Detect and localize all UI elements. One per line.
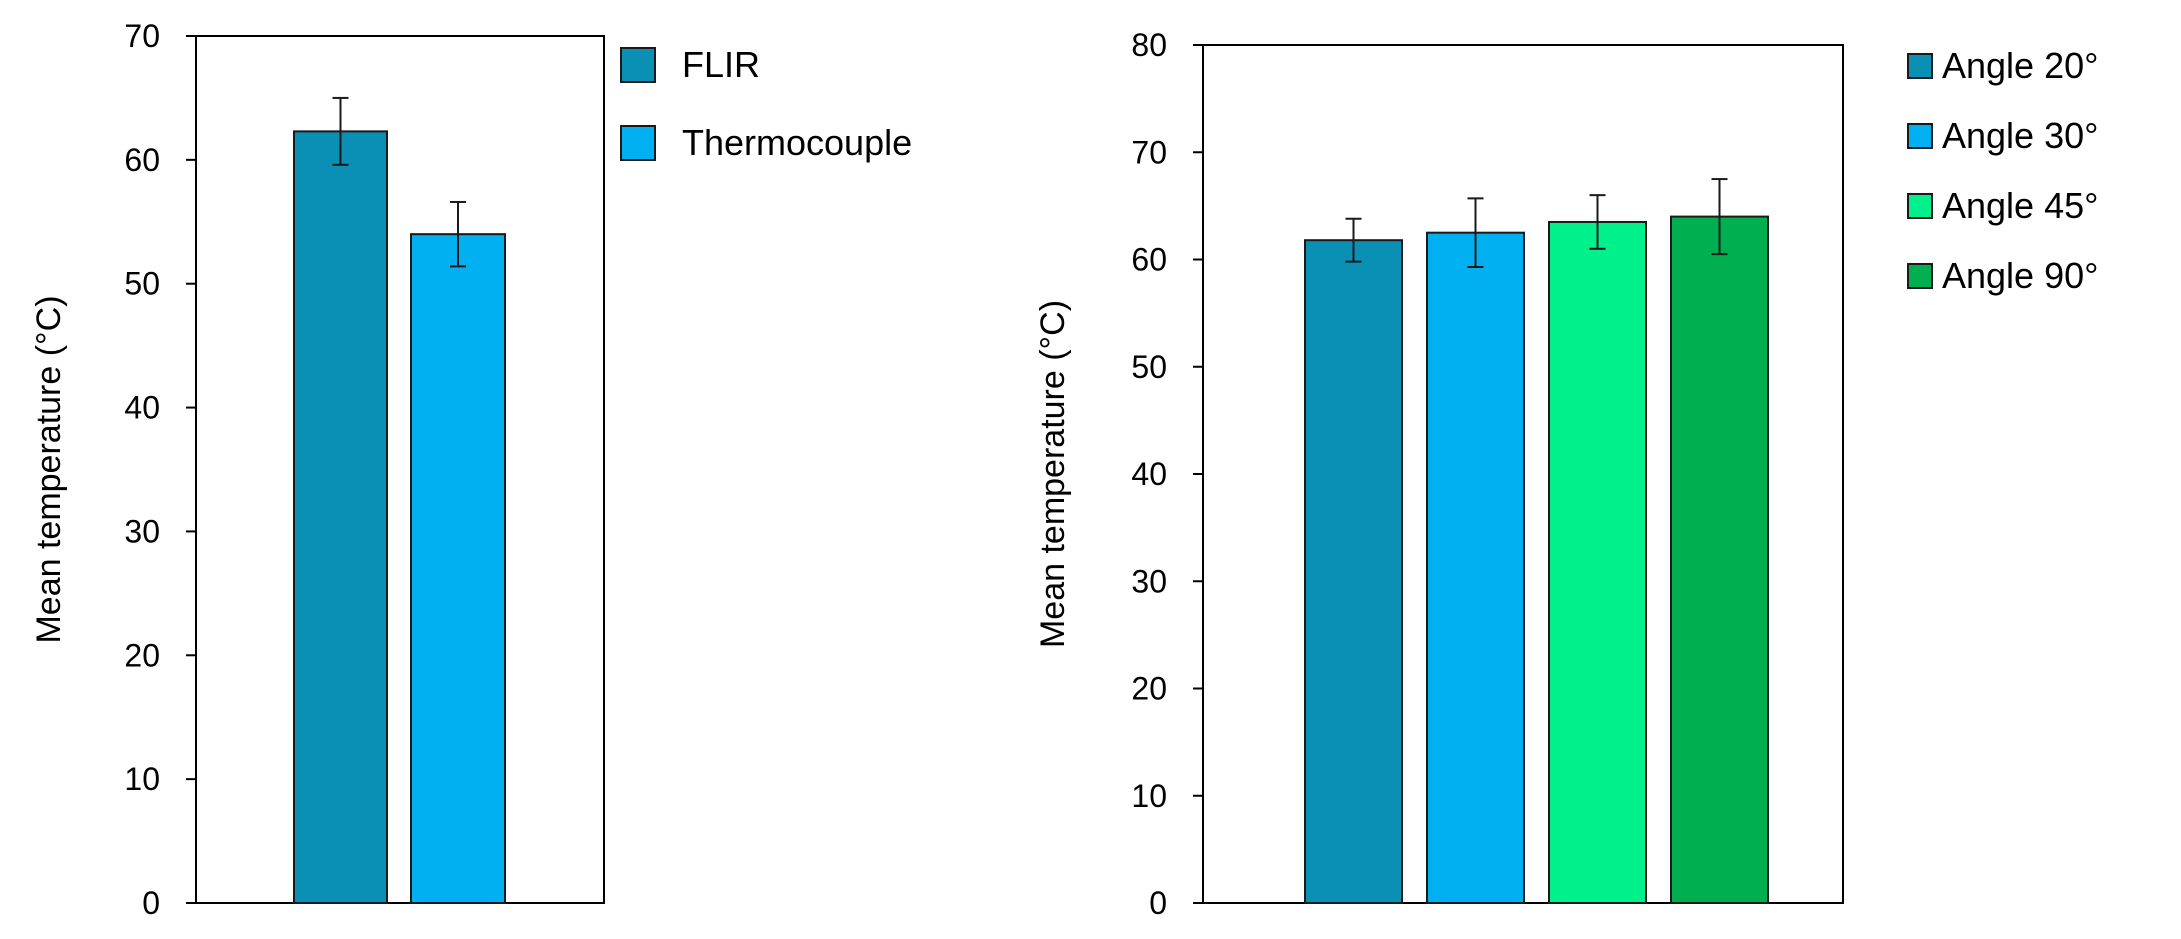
legend-swatch: [1907, 53, 1933, 79]
left-chart: 0 10 20 30 40 50 60 70 Mean temperature (°C) FLIR…: [30, 18, 912, 921]
y-tick-label: 10: [124, 761, 160, 797]
bar-angle-30: [1426, 231, 1525, 904]
legend-swatch: [620, 125, 656, 161]
y-tick-label: 0: [142, 885, 160, 921]
right-chart: 0 10 20 30 40 50 60 70 80 Mean temperature (°C) An…: [1034, 27, 2099, 921]
y-tick-label: 30: [1131, 563, 1167, 599]
y-tick-label: 0: [1149, 885, 1167, 921]
y-tick-label: 50: [1131, 349, 1167, 385]
y-tick-label: 40: [1131, 456, 1167, 492]
y-axis-label: Mean temperature (°C): [30, 295, 68, 643]
plot-area-frame: [195, 35, 605, 904]
y-tick-label: 30: [124, 513, 160, 549]
y-tick-label: 10: [1131, 778, 1167, 814]
legend-swatch: [620, 47, 656, 83]
legend-label: Angle 90°: [1942, 255, 2099, 296]
bar-angle-90: [1670, 215, 1769, 905]
y-tick-label: 70: [124, 18, 160, 54]
legend-swatch: [1907, 193, 1933, 219]
legend: FLIR Thermocouple: [620, 44, 912, 163]
bar-flir: [293, 130, 388, 904]
y-tick-label: 70: [1131, 134, 1167, 170]
bar-thermocouple: [410, 233, 506, 904]
legend-label: Angle 20°: [1942, 45, 2099, 86]
bar-angle-20: [1304, 239, 1403, 904]
legend-label: FLIR: [682, 44, 760, 85]
legend: Angle 20° Angle 30° Angle 45° Angle 90°: [1907, 45, 2099, 296]
y-tick-label: 20: [124, 637, 160, 673]
y-tick-label: 60: [124, 142, 160, 178]
y-axis-label: Mean temperature (°C): [1034, 300, 1072, 648]
bar-angle-45: [1548, 220, 1647, 904]
legend-label: Angle 30°: [1942, 115, 2099, 156]
legend-swatch: [1907, 263, 1933, 289]
legend-label: Thermocouple: [682, 122, 912, 163]
y-tick-label: 40: [124, 390, 160, 426]
y-tick-label: 80: [1131, 27, 1167, 63]
y-tick-label: 60: [1131, 242, 1167, 278]
legend-swatch: [1907, 123, 1933, 149]
legend-label: Angle 45°: [1942, 185, 2099, 226]
y-tick-label: 20: [1131, 671, 1167, 707]
y-tick-label: 50: [124, 266, 160, 302]
